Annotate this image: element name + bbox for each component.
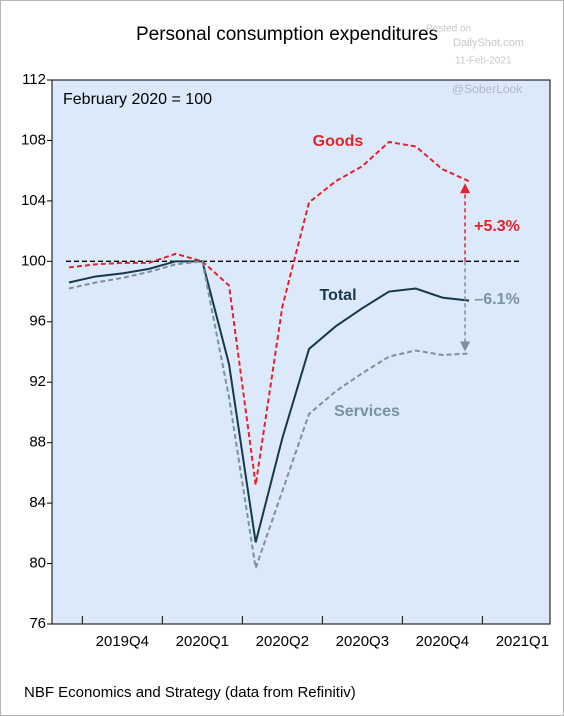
watermark: @SoberLook — [452, 82, 523, 96]
y-tick-label: 108 — [21, 131, 46, 148]
annotation: –6.1% — [474, 291, 519, 308]
y-tick-label: 88 — [29, 434, 46, 451]
arrow-head — [460, 183, 471, 194]
y-tick-label: 96 — [29, 313, 46, 330]
x-tick-label: 2019Q4 — [96, 633, 149, 650]
x-tick-label: 2020Q4 — [416, 633, 469, 650]
y-tick-label: 80 — [29, 555, 46, 572]
subtitle: February 2020 = 100 — [63, 91, 212, 108]
watermark: Posted on — [426, 24, 471, 35]
x-tick-label: 2020Q1 — [176, 633, 229, 650]
arrow-head — [460, 341, 471, 352]
y-tick-label: 100 — [21, 252, 46, 269]
series-line — [68, 260, 470, 543]
watermark: 11-Feb-2021 — [455, 56, 512, 67]
plot-area — [51, 79, 551, 625]
y-tick-label: 104 — [21, 192, 46, 209]
x-tick-label: 2020Q2 — [256, 633, 309, 650]
x-tick-label: 2020Q3 — [336, 633, 389, 650]
series-line — [68, 140, 470, 486]
chart-title: Personal consumption expenditures — [136, 24, 438, 45]
annotation: +5.3% — [474, 218, 520, 235]
y-tick-label: 112 — [22, 71, 46, 88]
series-label: Goods — [313, 133, 364, 150]
series-label: Total — [319, 287, 356, 304]
series-line — [68, 260, 470, 569]
y-tick-label: 76 — [29, 615, 46, 632]
y-tick-label: 92 — [29, 373, 46, 390]
source: NBF Economics and Strategy (data from Re… — [24, 684, 356, 701]
y-tick-label: 84 — [29, 494, 46, 511]
series-label: Services — [334, 403, 400, 420]
x-tick-label: 2021Q1 — [496, 633, 549, 650]
watermark: DailyShot.com — [453, 37, 524, 49]
